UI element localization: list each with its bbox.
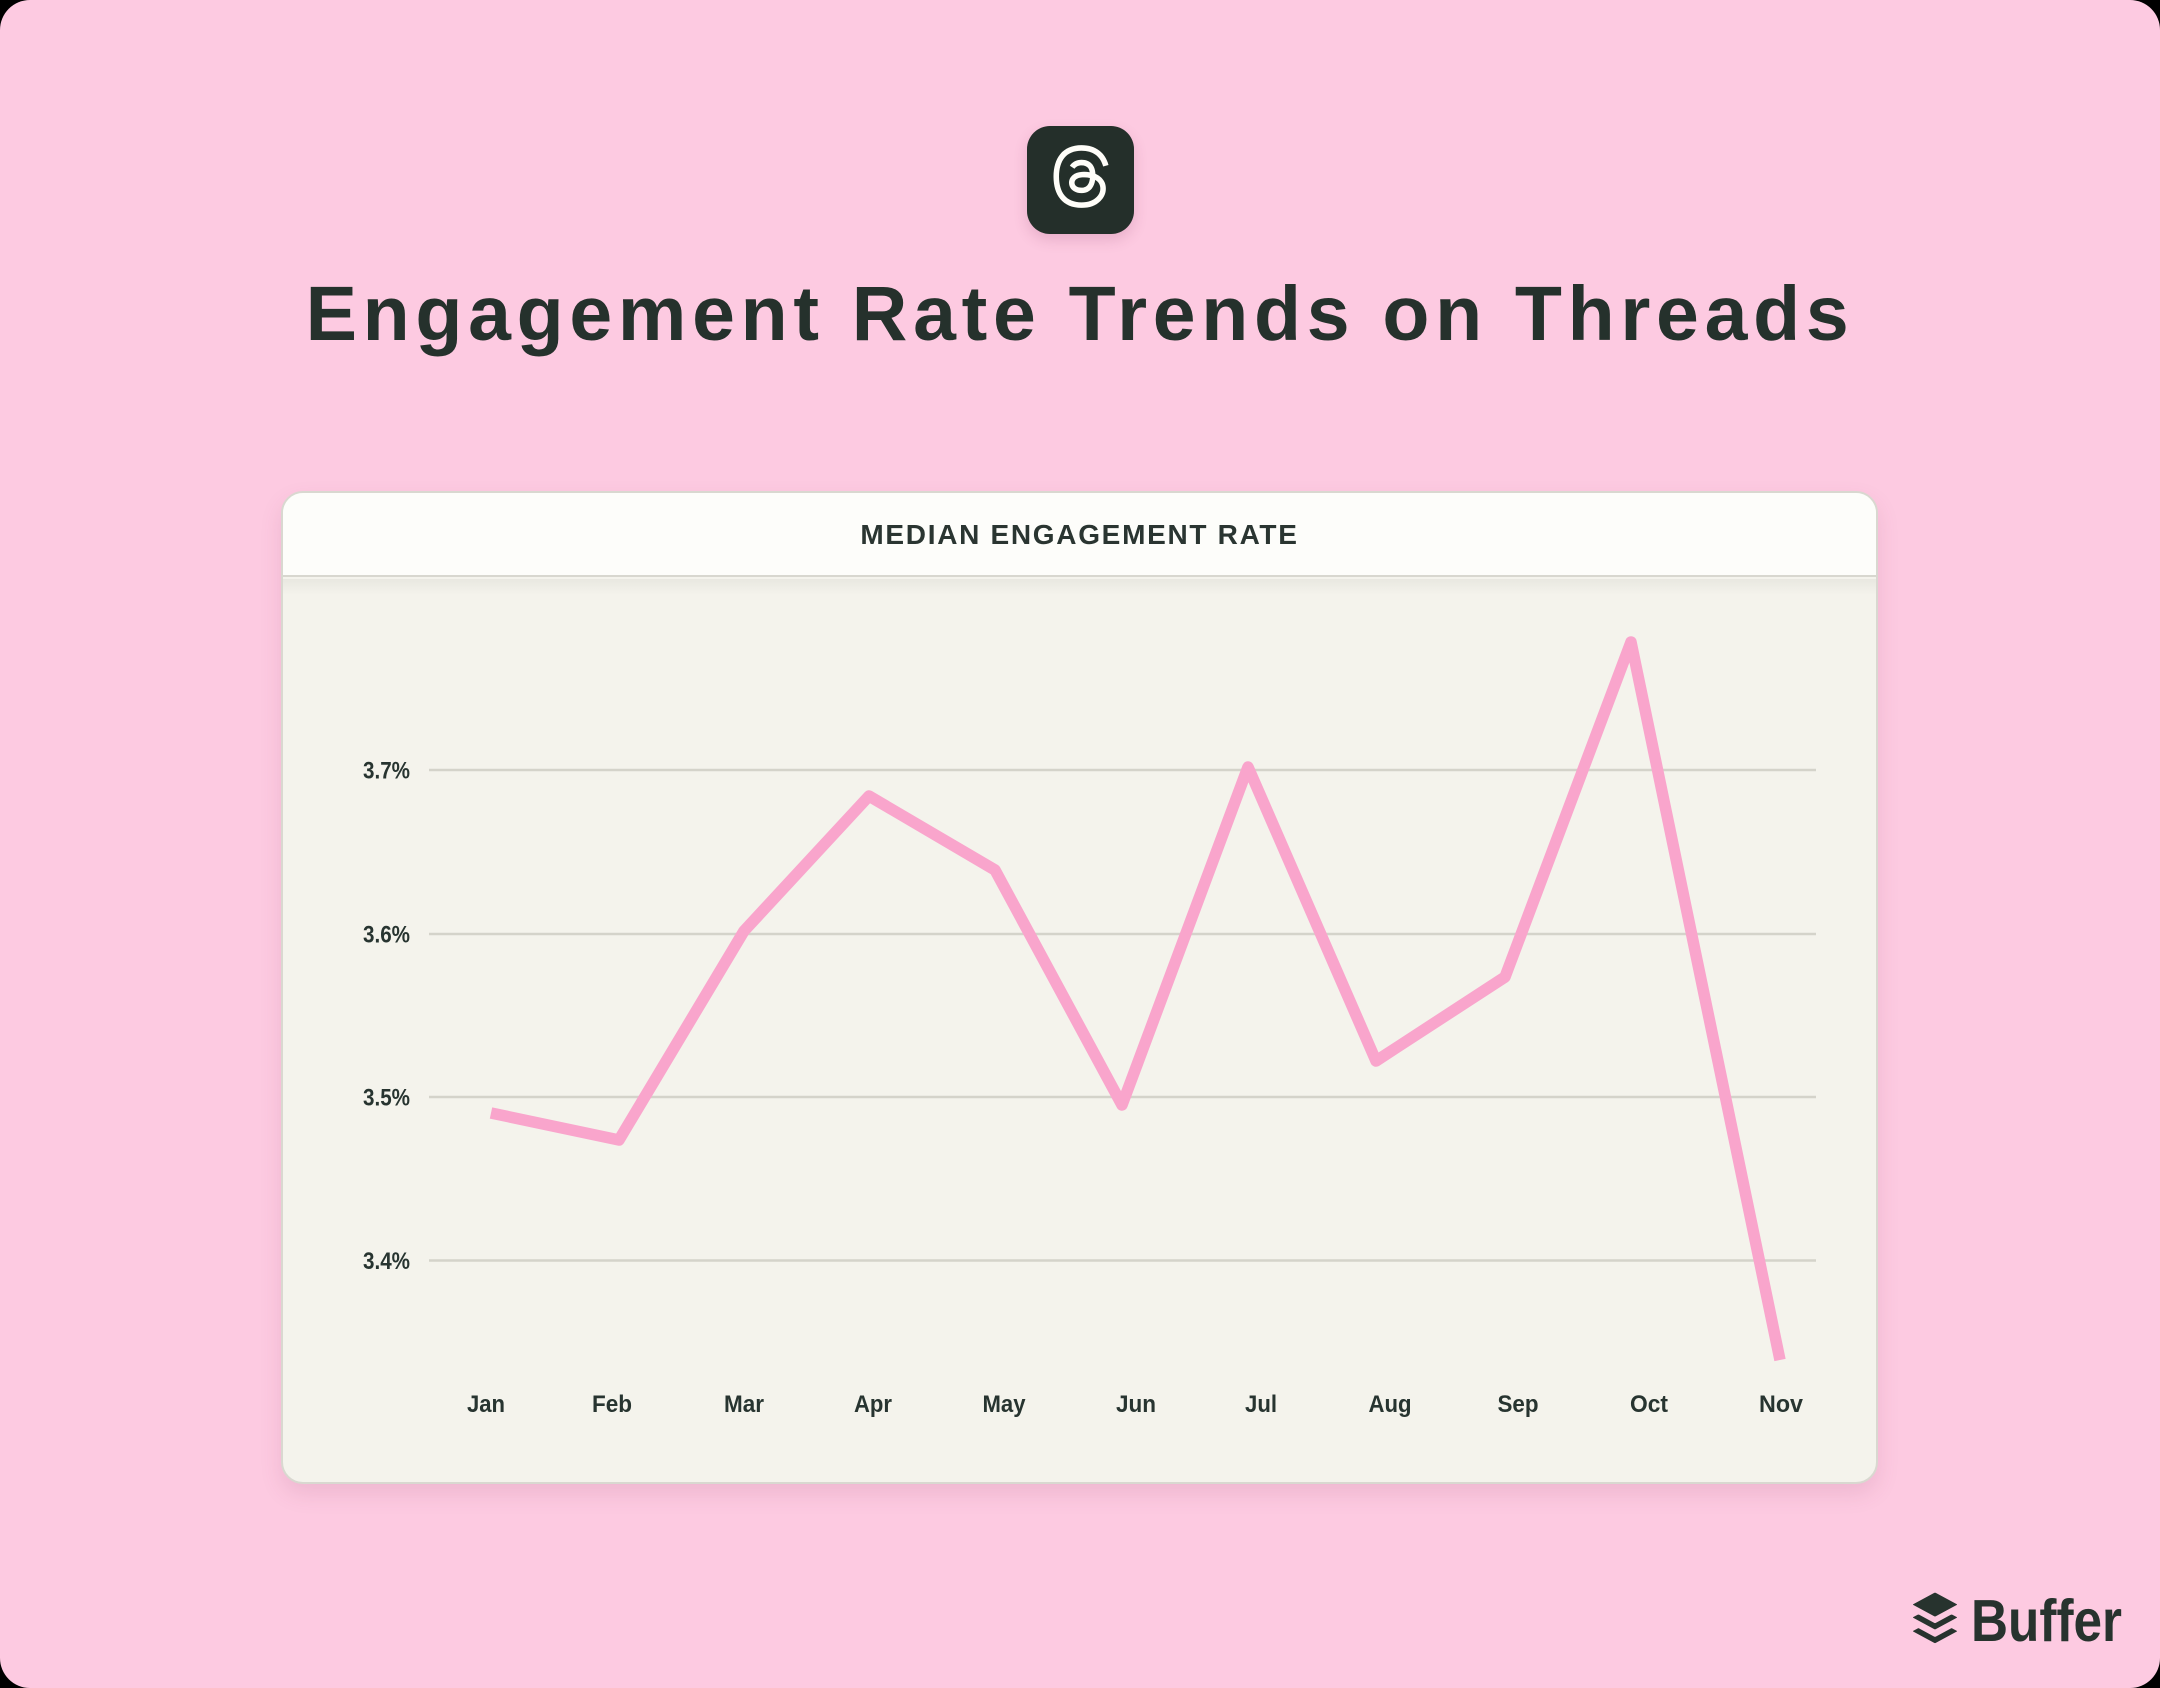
svg-text:Apr: Apr (854, 1391, 892, 1418)
svg-text:Mar: Mar (724, 1391, 764, 1418)
svg-text:3.7%: 3.7% (363, 758, 410, 785)
svg-text:Jan: Jan (467, 1391, 505, 1418)
svg-text:Jul: Jul (1245, 1391, 1277, 1418)
svg-text:Feb: Feb (592, 1391, 632, 1418)
svg-text:3.5%: 3.5% (363, 1085, 410, 1112)
svg-text:May: May (983, 1391, 1027, 1418)
svg-text:Oct: Oct (1630, 1391, 1668, 1418)
svg-text:3.6%: 3.6% (363, 922, 410, 949)
svg-text:Nov: Nov (1759, 1391, 1804, 1418)
svg-text:Jun: Jun (1116, 1391, 1156, 1418)
svg-text:Buffer: Buffer (1971, 1592, 2122, 1644)
svg-text:Sep: Sep (1498, 1391, 1539, 1418)
svg-text:Aug: Aug (1369, 1391, 1412, 1418)
svg-text:3.4%: 3.4% (363, 1248, 410, 1275)
